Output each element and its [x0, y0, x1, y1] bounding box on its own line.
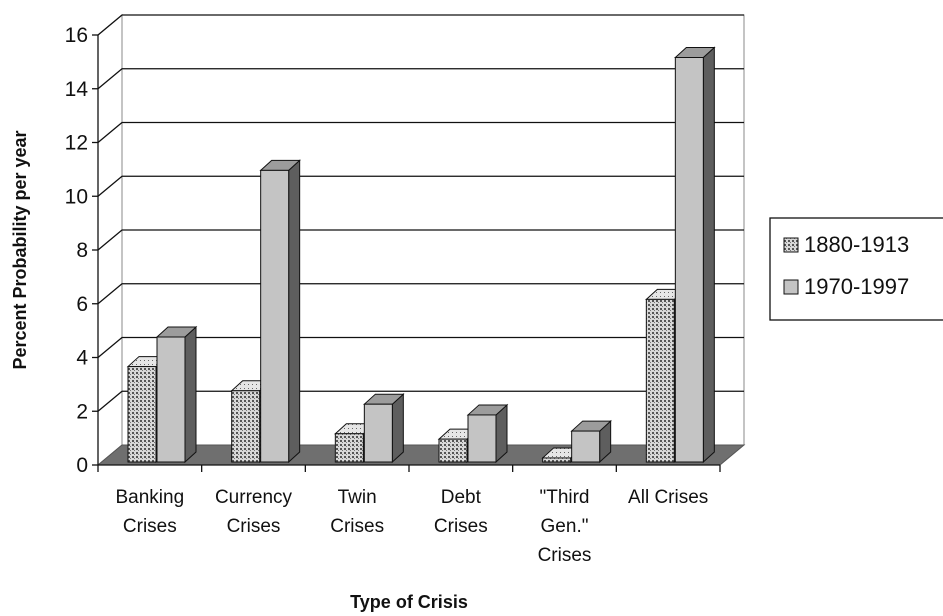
category-label-line: Crises: [330, 516, 384, 537]
y-tick-label: 8: [76, 239, 88, 262]
bar-side: [288, 159, 301, 464]
bar-front: [674, 57, 704, 463]
y-axis-title: Percent Probability per year: [10, 130, 30, 369]
bar-front: [363, 403, 393, 463]
category-label: Banking Crises: [115, 487, 184, 537]
gridline: [97, 229, 744, 251]
y-tick-label: 2: [76, 400, 88, 423]
bar-front: [542, 457, 572, 463]
bar-side: [184, 325, 197, 464]
plot-background: [96, 13, 746, 467]
bar-front: [231, 390, 261, 463]
axes: 0 2 4 6 8 10 12 14 16 Banking Crises Currency Crises…: [10, 24, 721, 612]
legend-swatch: [783, 237, 799, 253]
legend-label: 1880-1913: [804, 232, 909, 257]
bar: [570, 419, 612, 464]
bar-front: [467, 414, 497, 463]
bar-side: [391, 393, 404, 464]
gridline: [97, 175, 744, 197]
legend-label: 1970-1997: [804, 274, 909, 299]
category-label-line: Crises: [538, 545, 592, 566]
category-label-line: Crises: [123, 516, 177, 537]
category-label-line: All Crises: [628, 487, 708, 508]
bar: [259, 159, 301, 464]
bar: [674, 46, 716, 464]
y-tick-label: 4: [76, 347, 88, 370]
category-label-line: Twin: [338, 487, 377, 508]
bar-front: [571, 430, 601, 463]
category-label-line: Debt: [441, 487, 482, 508]
y-tick-label: 12: [65, 132, 88, 155]
legend-box: [769, 217, 943, 321]
y-tick-label: 14: [65, 78, 89, 101]
category-label-line: Crises: [434, 516, 488, 537]
bars: [126, 46, 716, 464]
bar-front: [156, 336, 186, 463]
gridline: [97, 283, 744, 305]
gridline: [97, 390, 744, 412]
legend-swatch: [783, 279, 799, 295]
bar: [466, 403, 509, 464]
bar: [363, 393, 405, 464]
gridline: [97, 14, 744, 36]
x-axis-title: Type of Crisis: [350, 592, 468, 612]
category-label-line: Crises: [227, 516, 281, 537]
category-label-line: Currency: [215, 487, 293, 508]
bar-side: [702, 46, 715, 464]
y-tick-label: 6: [76, 293, 88, 316]
category-label: "Third Gen." Crises: [538, 487, 592, 566]
bar-front: [334, 433, 364, 463]
bar: [155, 325, 198, 464]
y-tick-label: 16: [65, 24, 88, 47]
bar-front: [260, 169, 290, 463]
bar-front: [645, 298, 675, 463]
legend: 1880-1913 1970-1997: [769, 217, 943, 321]
category-label: Debt Crises: [434, 487, 488, 537]
bar-front: [127, 366, 157, 463]
category-label-line: Banking: [115, 487, 184, 508]
category-label-line: "Third: [539, 487, 589, 508]
gridline: [97, 121, 744, 143]
gridline: [97, 336, 744, 358]
category-label: Twin Crises: [330, 487, 384, 537]
category-label-line: Gen.": [541, 516, 589, 537]
category-label: All Crises: [628, 487, 708, 508]
y-tick-label: 0: [76, 454, 88, 477]
y-tick-label: 10: [65, 185, 88, 208]
category-label: Currency Crises: [215, 487, 293, 537]
bar-front: [438, 438, 468, 463]
gridline: [97, 68, 744, 90]
